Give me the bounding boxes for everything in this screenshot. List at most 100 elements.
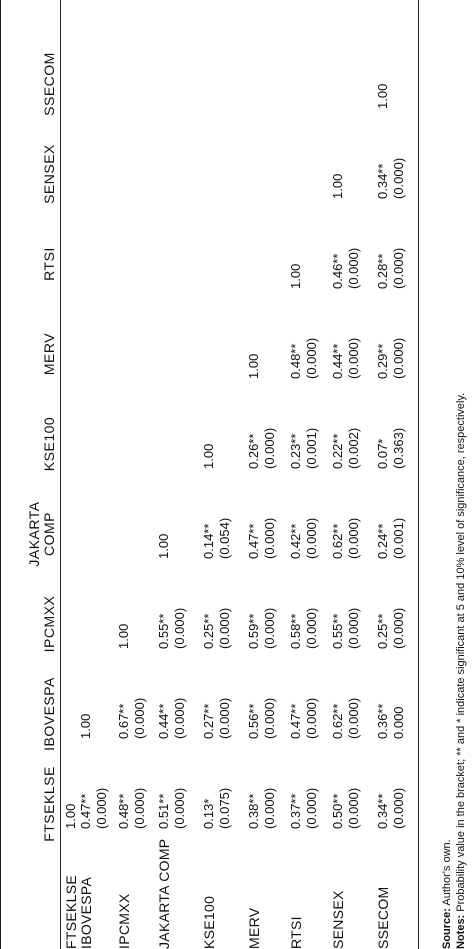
cell-p-value: (0.000) (262, 517, 277, 559)
table-cell: 0.27** (0.000) (201, 698, 233, 739)
cell-p-value: (0.075) (217, 787, 232, 829)
column-header: IPCMXX (0, 579, 57, 669)
table-cell: 1.00 (63, 804, 79, 829)
column-header-label: SENSEX (41, 144, 57, 204)
table-bottom-rule (418, 0, 419, 949)
row-label: IPCMXX (116, 893, 132, 949)
table-cell: 0.51** (0.000) (156, 788, 188, 829)
cell-value: 0.34** (375, 163, 390, 199)
notes-text: Probability value in the bracket; ** and… (455, 392, 467, 912)
row-label: SSECOM (375, 886, 391, 949)
cell-p-value: (0.000) (391, 247, 406, 289)
column-header: SENSEX (0, 129, 57, 219)
table-cell: 0.58** (0.000) (288, 608, 320, 649)
row-label: RTSI (288, 916, 304, 949)
cell-p-value: (0.363) (391, 427, 406, 469)
cell-value: 0.38** (246, 793, 261, 829)
column-header-label: RTSI (41, 247, 57, 281)
column-header-label: IPCMXX (41, 595, 57, 653)
table-cell: 0.62** (0.000) (330, 698, 362, 739)
table-cell: 0.47** (0.000) (288, 698, 320, 739)
cell-value: 0.47** (78, 793, 93, 829)
cell-value: 0.44** (156, 703, 171, 739)
column-header-label: IBOVESPA (41, 677, 57, 751)
table-notes: Source: Author's own. Notes: Probability… (440, 0, 468, 949)
column-header: IBOVESPA (0, 669, 57, 759)
table-cell: 0.14** (0.054) (201, 518, 233, 559)
column-header-label: MERV (41, 332, 57, 376)
cell-value: 0.36** (375, 703, 390, 739)
cell-value: 0.48** (288, 343, 303, 379)
table-cell: 1.00 (156, 534, 172, 559)
cell-p-value: (0.000) (262, 697, 277, 739)
table-cell: 0.38** (0.000) (246, 788, 278, 829)
cell-value: 0.28** (375, 253, 390, 289)
cell-p-value: (0.000) (346, 607, 361, 649)
cell-p-value: (0.000) (172, 607, 187, 649)
cell-p-value: (0.000) (132, 787, 147, 829)
cell-p-value: (0.000) (132, 697, 147, 739)
notes-line: Notes: Probability value in the bracket;… (454, 0, 468, 949)
cell-value: 0.34** (375, 793, 390, 829)
cell-value: 1.00 (375, 83, 390, 109)
table-cell: 0.29** (0.000) (375, 338, 407, 379)
row-label: FTSEKLSE (63, 875, 79, 949)
table-cell: 0.22** (0.002) (330, 428, 362, 469)
cell-p-value: (0.001) (391, 517, 406, 559)
cell-p-value: (0.000) (304, 607, 319, 649)
source-line: Source: Author's own. (440, 0, 454, 949)
cell-p-value: (0.000) (262, 427, 277, 469)
cell-p-value: (0.000) (262, 607, 277, 649)
table-cell: 0.59** (0.000) (246, 608, 278, 649)
cell-p-value: (0.000) (304, 787, 319, 829)
column-header: SSECOM (0, 39, 57, 129)
row-label: JAKARTA COMP (156, 838, 172, 949)
row-label: MERV (246, 907, 262, 949)
cell-value: 0.46** (330, 253, 345, 289)
cell-p-value: (0.000) (217, 607, 232, 649)
cell-value: 0.55** (330, 613, 345, 649)
cell-value: 0.50** (330, 793, 345, 829)
cell-value: 0.67** (116, 703, 131, 739)
table-cell: 0.37** (0.000) (288, 788, 320, 829)
table-cell: 0.47** (0.000) (78, 788, 110, 829)
table-cell: 0.62** (0.000) (330, 518, 362, 559)
column-header: JAKARTA COMP (0, 489, 57, 579)
cell-value: 0.42** (288, 523, 303, 559)
cell-value: 0.24** (375, 523, 390, 559)
table-cell: 0.25** (0.000) (201, 608, 233, 649)
correlation-table: FTSEKLSE IBOVESPA IPCMXX JAKARTA COMP KSE100… (0, 0, 419, 949)
source-text: Author's own. (441, 839, 453, 906)
table-cell: 0.28** (0.000) (375, 248, 407, 289)
table-cell: 0.48** (0.000) (288, 338, 320, 379)
table-cell: 0.34** (0.000) (375, 158, 407, 199)
cell-p-value: (0.054) (217, 517, 232, 559)
table-cell: 1.00 (201, 444, 217, 469)
cell-value: 0.23** (288, 433, 303, 469)
cell-value: 0.13* (201, 798, 216, 829)
cell-value: 1.00 (201, 443, 216, 469)
table-cell: 1.00 (330, 174, 346, 199)
cell-value: 0.58** (288, 613, 303, 649)
table-cell: 0.13* (0.075) (201, 788, 233, 829)
cell-p-value: (0.000) (172, 787, 187, 829)
cell-value: 0.27** (201, 703, 216, 739)
source-label: Source: (441, 908, 453, 949)
cell-value: 1.00 (246, 353, 261, 379)
cell-value: 0.48** (116, 793, 131, 829)
cell-p-value: (0.000) (391, 337, 406, 379)
table-cell: 0.55** (0.000) (330, 608, 362, 649)
cell-p-value: (0.000) (391, 787, 406, 829)
cell-value: 0.47** (246, 523, 261, 559)
column-header: RTSI (0, 219, 57, 309)
table-cell: 0.23** (0.001) (288, 428, 320, 469)
cell-p-value: (0.000) (346, 787, 361, 829)
cell-value: 1.00 (288, 263, 303, 289)
cell-value: 0.56** (246, 703, 261, 739)
cell-value: 1.00 (78, 713, 93, 739)
cell-value: 0.44** (330, 343, 345, 379)
table-cell: 0.25** (0.000) (375, 608, 407, 649)
column-header: MERV (0, 309, 57, 399)
cell-p-value: (0.000) (304, 337, 319, 379)
